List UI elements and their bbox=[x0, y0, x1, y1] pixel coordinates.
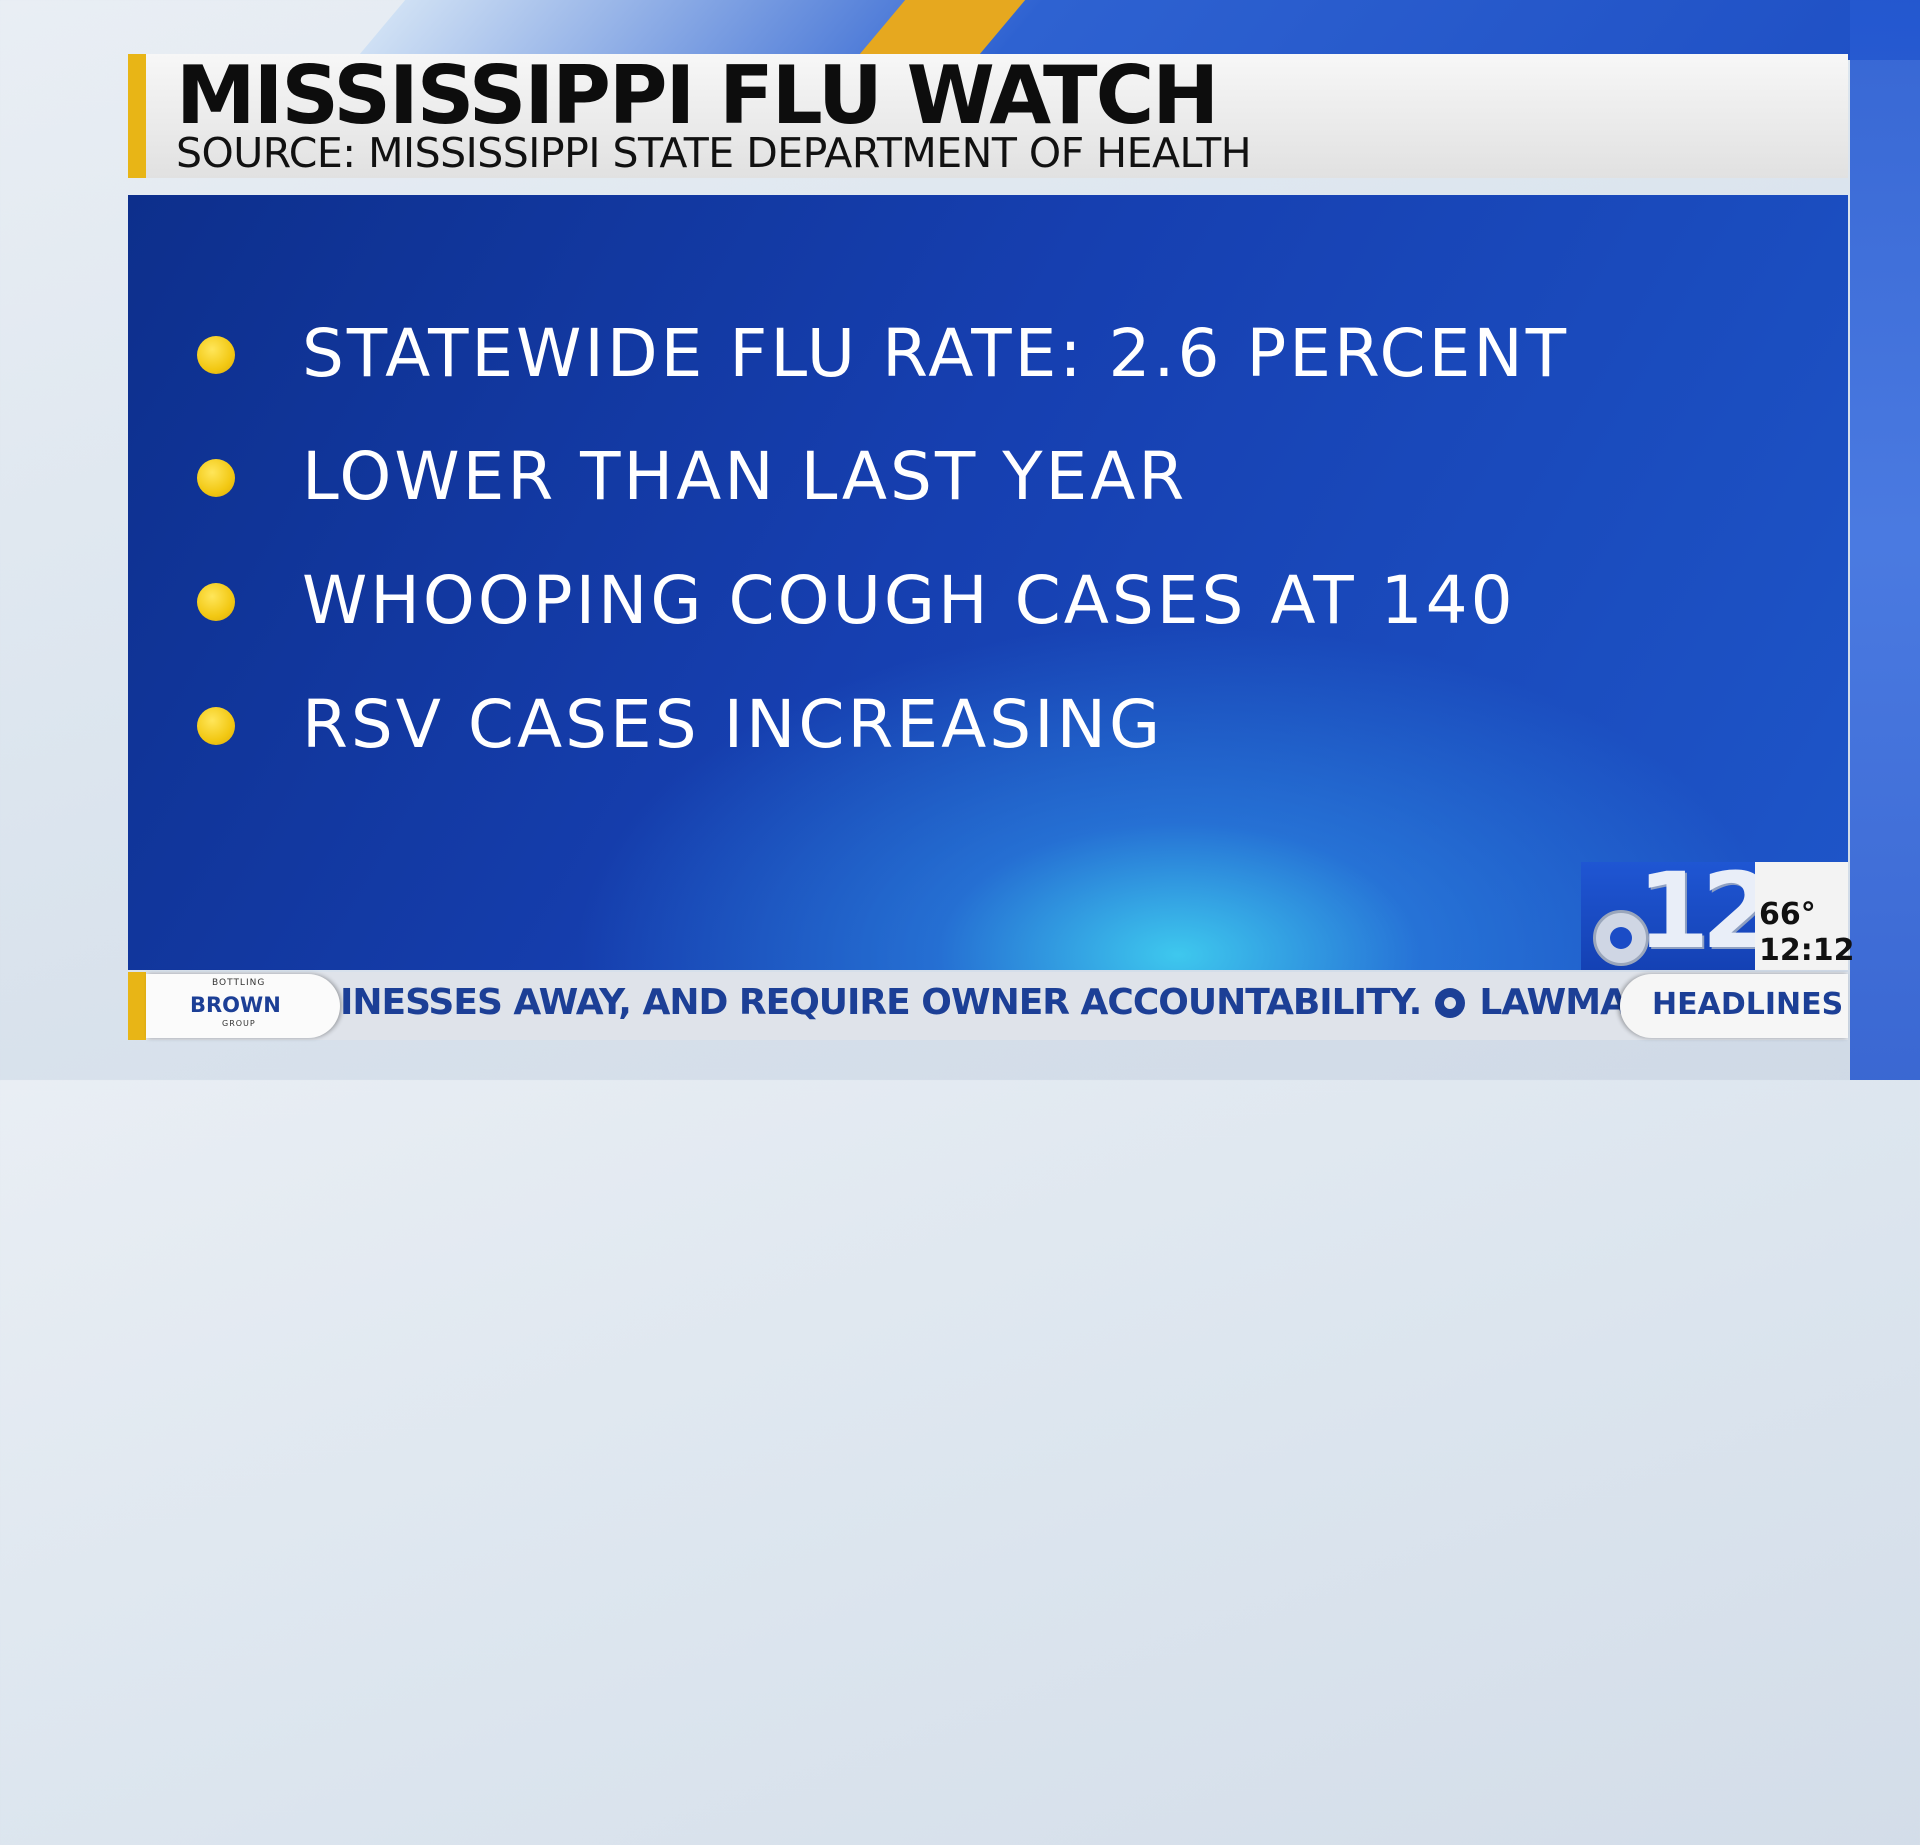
sponsor-top-text: BOTTLING bbox=[212, 978, 266, 988]
clock-time: 12:12 bbox=[1759, 933, 1855, 968]
bullet-text: WHOOPING COUGH CASES AT 140 bbox=[302, 562, 1516, 639]
ticker-accent-bar bbox=[128, 972, 146, 1040]
ticker-text-segment: LAWMAKERS bbox=[1479, 982, 1630, 1023]
bullet-text: STATEWIDE FLU RATE: 2.6 PERCENT bbox=[302, 315, 1570, 392]
bullet-item: STATEWIDE FLU RATE: 2.6 PERCENT bbox=[128, 309, 1828, 399]
sponsor-logo: BOTTLING BROWN GROUP bbox=[146, 974, 340, 1038]
title-accent-bar bbox=[128, 54, 146, 178]
news-ticker bbox=[128, 972, 1848, 1040]
bullet-dot-icon bbox=[197, 459, 235, 497]
graphic-title: MISSISSIPPI FLU WATCH bbox=[176, 49, 1219, 142]
headlines-tab: HEADLINES bbox=[1620, 974, 1848, 1038]
temperature: 66° bbox=[1759, 897, 1816, 932]
bullet-text: RSV CASES INCREASING bbox=[302, 686, 1164, 763]
station-logo: 12 bbox=[1581, 856, 1774, 970]
bullet-panel: STATEWIDE FLU RATE: 2.6 PERCENT LOWER TH… bbox=[128, 195, 1848, 970]
bullet-item: WHOOPING COUGH CASES AT 140 bbox=[128, 556, 1828, 646]
bullet-item: RSV CASES INCREASING bbox=[128, 680, 1828, 770]
bullet-text: LOWER THAN LAST YEAR bbox=[302, 438, 1188, 515]
title-bar bbox=[128, 54, 1848, 178]
bullet-dot-icon bbox=[197, 707, 235, 745]
ticker-crawl: INESSES AWAY, AND REQUIRE OWNER ACCOUNTA… bbox=[340, 972, 1630, 1040]
background-right-band bbox=[1850, 0, 1920, 1080]
graphic-subtitle: SOURCE: MISSISSIPPI STATE DEPARTMENT OF … bbox=[176, 129, 1252, 177]
sponsor-bottom-text: GROUP bbox=[222, 1019, 256, 1028]
cbs-eye-icon bbox=[1593, 910, 1649, 966]
ticker-text-segment: INESSES AWAY, AND REQUIRE OWNER ACCOUNTA… bbox=[340, 982, 1422, 1023]
weather-box: 66° 12:12 bbox=[1755, 862, 1855, 970]
headlines-label: HEADLINES bbox=[1652, 987, 1844, 1022]
bullet-dot-icon bbox=[197, 336, 235, 374]
sponsor-name: BROWN bbox=[190, 993, 281, 1017]
bullet-dot-icon bbox=[197, 583, 235, 621]
channel-number: 12 bbox=[1637, 850, 1774, 972]
ticker-text: INESSES AWAY, AND REQUIRE OWNER ACCOUNTA… bbox=[340, 982, 1630, 1023]
cbs-eye-icon bbox=[1435, 988, 1466, 1018]
bullet-item: LOWER THAN LAST YEAR bbox=[128, 432, 1828, 522]
